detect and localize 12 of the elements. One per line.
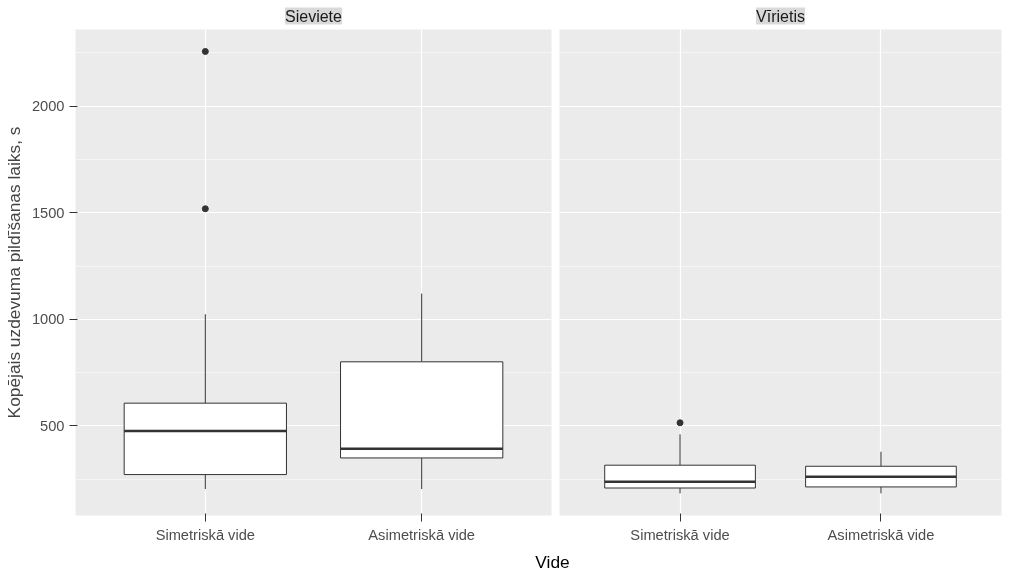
y-tick-label: 2000 <box>31 98 65 115</box>
x-tick-label: Simetriskā vide <box>155 526 256 543</box>
chart-title: Sieviete <box>285 7 343 25</box>
x-tick-label: Asimetriskā vide <box>827 526 935 543</box>
y-tick-label: 1000 <box>31 311 65 328</box>
y-axis-title: Kopējais uzdevuma pildīšanas laiks, s <box>3 126 24 419</box>
chart-title: Vīrietis <box>756 7 805 25</box>
y-tick-label: 500 <box>40 417 65 434</box>
x-tick-label: Simetriskā vide <box>630 526 730 543</box>
x-tick-label: Asimetriskā vide <box>368 526 476 543</box>
y-tick-label: 1500 <box>31 204 65 221</box>
x-axis-title: Vide <box>535 551 570 574</box>
